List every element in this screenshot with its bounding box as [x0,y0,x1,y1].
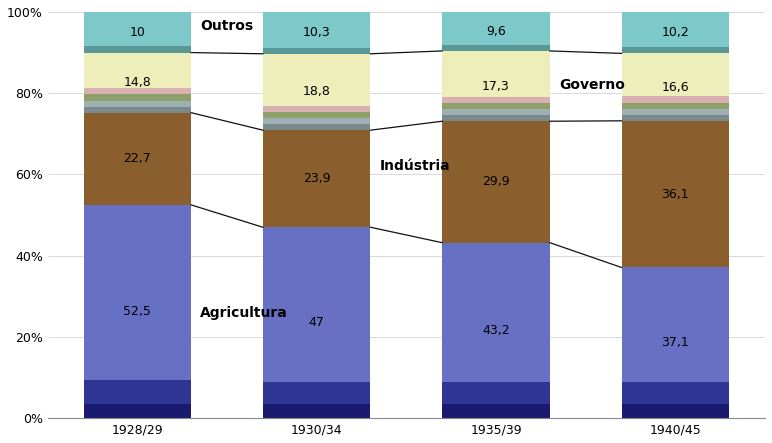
Text: 29,9: 29,9 [482,175,510,188]
Text: 52,5: 52,5 [124,305,151,318]
Bar [621,115,730,121]
Bar [621,102,730,109]
Bar [442,404,550,418]
Bar [621,109,730,115]
Bar [83,88,191,94]
Bar [263,381,371,404]
Text: 14,8: 14,8 [124,76,151,89]
Bar [621,121,730,268]
Text: 17,3: 17,3 [482,80,510,93]
Bar [263,106,371,112]
Bar [263,227,371,381]
Text: 9,6: 9,6 [486,25,506,38]
Text: 10: 10 [130,26,145,39]
Bar [83,380,191,404]
Bar [621,12,730,47]
Bar [83,12,191,47]
Bar [263,124,371,130]
Bar [442,97,550,103]
Text: 22,7: 22,7 [124,152,151,165]
Bar [442,103,550,109]
Bar [83,404,191,418]
Text: Governo: Governo [559,78,625,92]
Text: 43,2: 43,2 [482,324,510,337]
Bar [263,118,371,124]
Bar [263,54,371,106]
Bar [263,404,371,418]
Bar [83,113,191,205]
Bar [442,115,550,121]
Text: 23,9: 23,9 [303,172,330,185]
Bar [621,404,730,418]
Bar [83,205,191,380]
Bar [83,101,191,107]
Bar [263,48,371,54]
Bar [83,107,191,113]
Bar [263,130,371,227]
Bar [442,381,550,404]
Bar [83,94,191,101]
Bar [442,109,550,115]
Bar [83,53,191,88]
Text: 16,6: 16,6 [662,81,689,93]
Bar [263,112,371,118]
Bar [621,381,730,404]
Bar [621,54,730,97]
Bar [442,121,550,243]
Bar [442,51,550,97]
Text: 10,3: 10,3 [303,27,330,39]
Text: 10,2: 10,2 [662,26,689,39]
Bar [621,47,730,54]
Bar [621,97,730,102]
Bar [442,45,550,51]
Text: Agricultura: Agricultura [200,306,288,319]
Text: 37,1: 37,1 [662,336,689,350]
Bar [621,268,730,381]
Bar [442,12,550,45]
Bar [83,47,191,53]
Text: 36,1: 36,1 [662,188,689,201]
Text: Outros: Outros [200,19,253,33]
Text: Indústria: Indústria [380,159,450,173]
Bar [263,12,371,48]
Text: 18,8: 18,8 [303,85,330,98]
Text: 47: 47 [309,316,325,329]
Bar [442,243,550,381]
